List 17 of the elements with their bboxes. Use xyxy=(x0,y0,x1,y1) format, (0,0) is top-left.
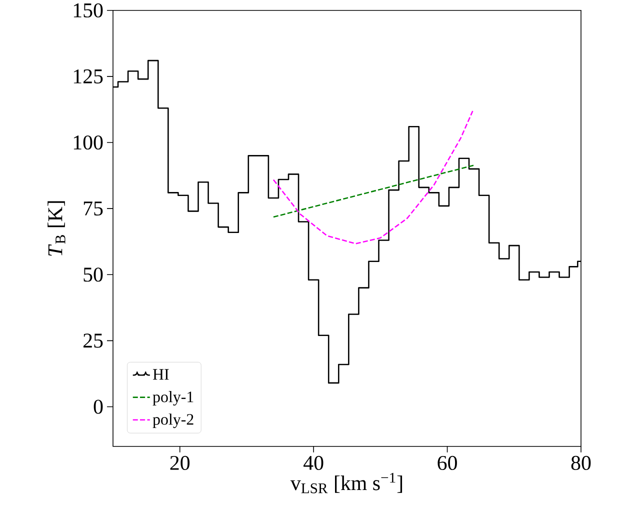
y-axis-title: T$_{B}$ [K] xyxy=(48,201,66,256)
y-tick-label: 75 xyxy=(84,201,103,216)
legend-label: poly-1 xyxy=(152,390,194,406)
x-tick-label: 80 xyxy=(571,456,591,470)
x-tick-label: 60 xyxy=(438,456,457,470)
legend-label: HI xyxy=(152,368,169,380)
y-tick-label: 125 xyxy=(74,69,103,84)
line-series xyxy=(272,110,474,244)
legend-label: poly-2 xyxy=(152,413,194,428)
x-axis-title: v$_{LSR}$ [km s$^{−1}$] xyxy=(290,472,402,494)
y-tick-label: 25 xyxy=(83,333,103,348)
y-tick-label: 100 xyxy=(74,135,103,150)
x-tick-label: 20 xyxy=(170,456,190,470)
x-tick-label: 40 xyxy=(304,456,324,470)
y-tick-label: 0 xyxy=(94,400,103,414)
y-tick-label: 150 xyxy=(74,3,103,18)
y-tick-label: 50 xyxy=(84,267,103,282)
